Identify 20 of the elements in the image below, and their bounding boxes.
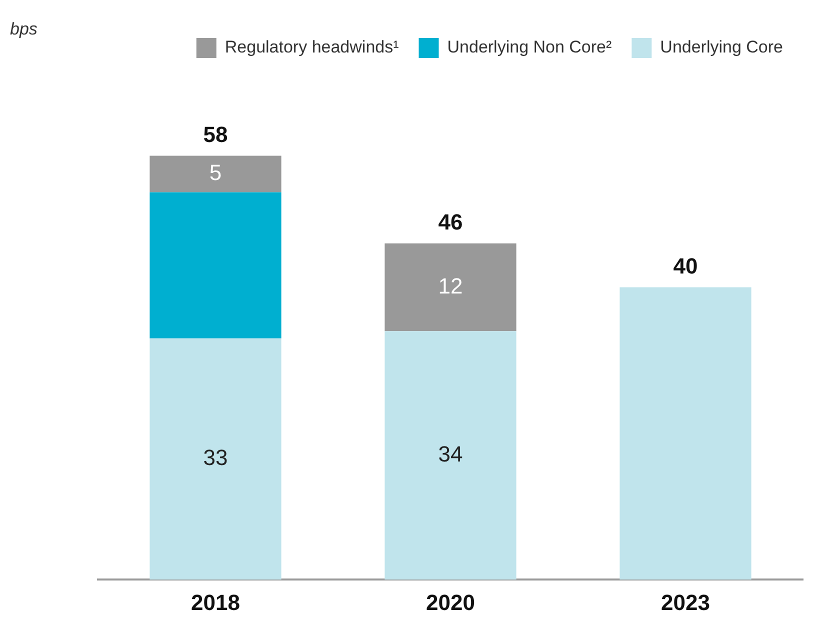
total-label: 40: [673, 253, 698, 278]
legend-label: Regulatory headwinds¹: [224, 38, 400, 57]
x-tick-label: 2018: [191, 590, 240, 615]
bar: [384, 243, 516, 332]
bar: [150, 156, 282, 192]
legend-label: Underlying Core: [660, 38, 784, 57]
total-label: 46: [438, 209, 463, 234]
bar: [150, 192, 282, 338]
bar: [620, 287, 752, 580]
text: bps: [10, 20, 38, 39]
data-label: 34: [438, 441, 463, 466]
x-tick-label: 2020: [426, 590, 475, 615]
data-label: 12: [438, 273, 463, 298]
bar: [384, 331, 516, 580]
legend-label: Underlying Non Core²: [447, 38, 612, 57]
data-label: 33: [203, 445, 228, 470]
total-label: 58: [203, 122, 228, 147]
data-label: 5: [209, 160, 222, 186]
bar: [150, 338, 282, 580]
x-tick-label: 2023: [661, 590, 710, 615]
